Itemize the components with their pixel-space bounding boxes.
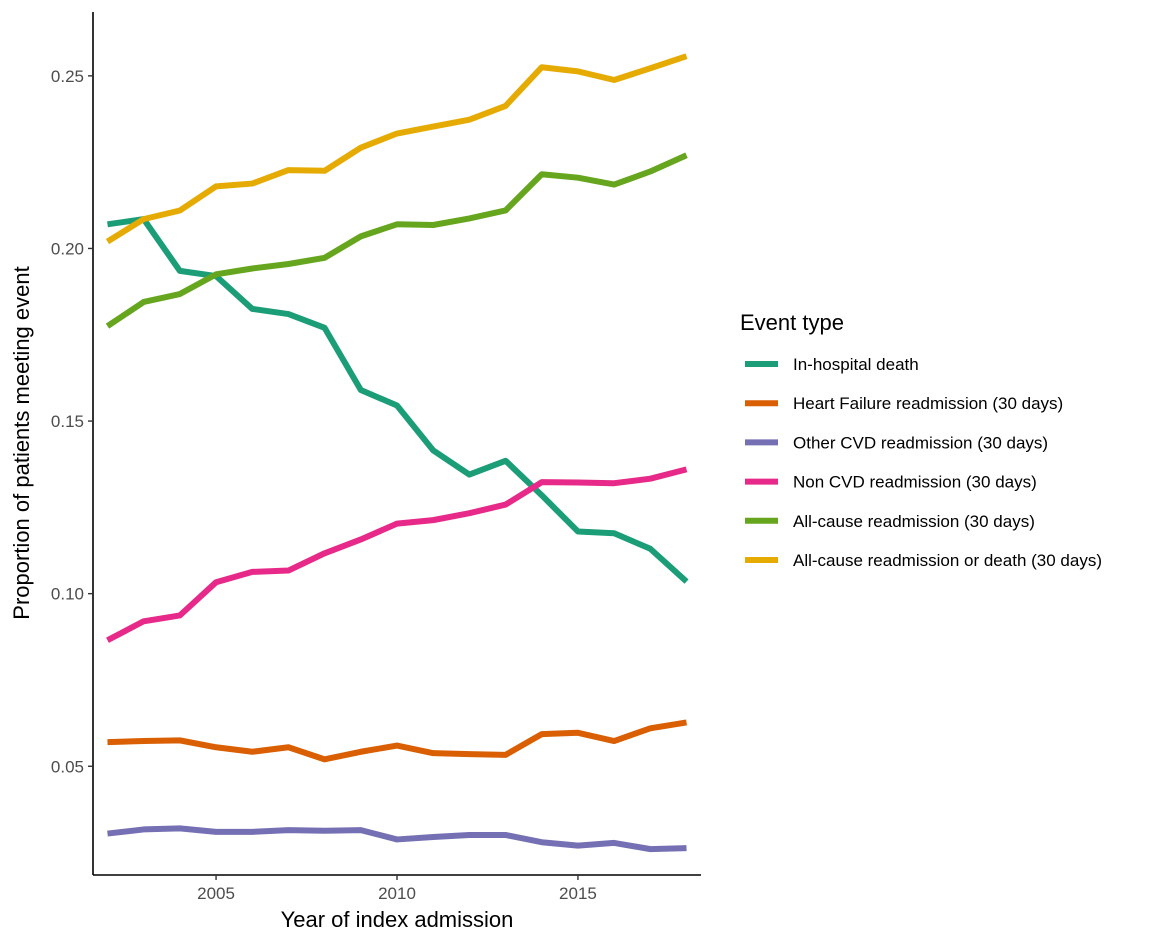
y-tick-label: 0.05 bbox=[51, 757, 84, 776]
legend-label: Non CVD readmission (30 days) bbox=[793, 473, 1037, 492]
series-line-2 bbox=[107, 719, 688, 763]
series-line-3 bbox=[107, 825, 687, 853]
plot-area: 0.05 0.10 0.15 0.20 0.25 2005 2010 2015 bbox=[51, 12, 701, 903]
legend-items: In-hospital death Heart Failure readmissi… bbox=[745, 355, 1102, 570]
y-tick-label: 0.25 bbox=[51, 67, 84, 86]
series-lines bbox=[105, 53, 689, 853]
x-tick-label: 2005 bbox=[197, 884, 235, 903]
x-tick-label: 2015 bbox=[559, 884, 597, 903]
legend-label: Heart Failure readmission (30 days) bbox=[793, 394, 1063, 413]
x-tick-label: 2010 bbox=[378, 884, 416, 903]
series-line-5 bbox=[105, 152, 688, 329]
legend: Event type In-hospital death Heart Failur… bbox=[740, 310, 1102, 570]
x-axis-title: Year of index admission bbox=[281, 907, 514, 932]
x-axis-ticks: 2005 2010 2015 bbox=[197, 875, 597, 903]
y-tick-label: 0.15 bbox=[51, 412, 84, 431]
legend-title: Event type bbox=[740, 310, 844, 335]
y-axis-title: Proportion of patients meeting event bbox=[9, 266, 34, 619]
legend-label: In-hospital death bbox=[793, 355, 919, 374]
series-line-4 bbox=[106, 466, 688, 643]
series-line-6 bbox=[105, 53, 688, 245]
series-line-1 bbox=[107, 216, 689, 584]
legend-label: All-cause readmission (30 days) bbox=[793, 512, 1035, 531]
legend-label: Other CVD readmission (30 days) bbox=[793, 433, 1048, 452]
y-tick-label: 0.10 bbox=[51, 585, 84, 604]
y-tick-label: 0.20 bbox=[51, 239, 84, 258]
y-axis-ticks: 0.05 0.10 0.15 0.20 0.25 bbox=[51, 67, 93, 776]
legend-label: All-cause readmission or death (30 days) bbox=[793, 551, 1102, 570]
